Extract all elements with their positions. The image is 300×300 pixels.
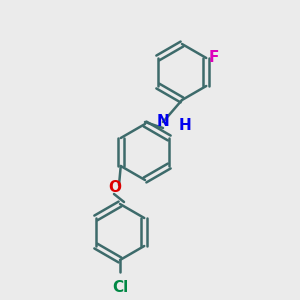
Text: Cl: Cl [112,280,128,295]
Text: H: H [179,118,192,133]
Text: N: N [157,115,169,130]
Text: O: O [109,181,122,196]
Text: F: F [208,50,219,64]
